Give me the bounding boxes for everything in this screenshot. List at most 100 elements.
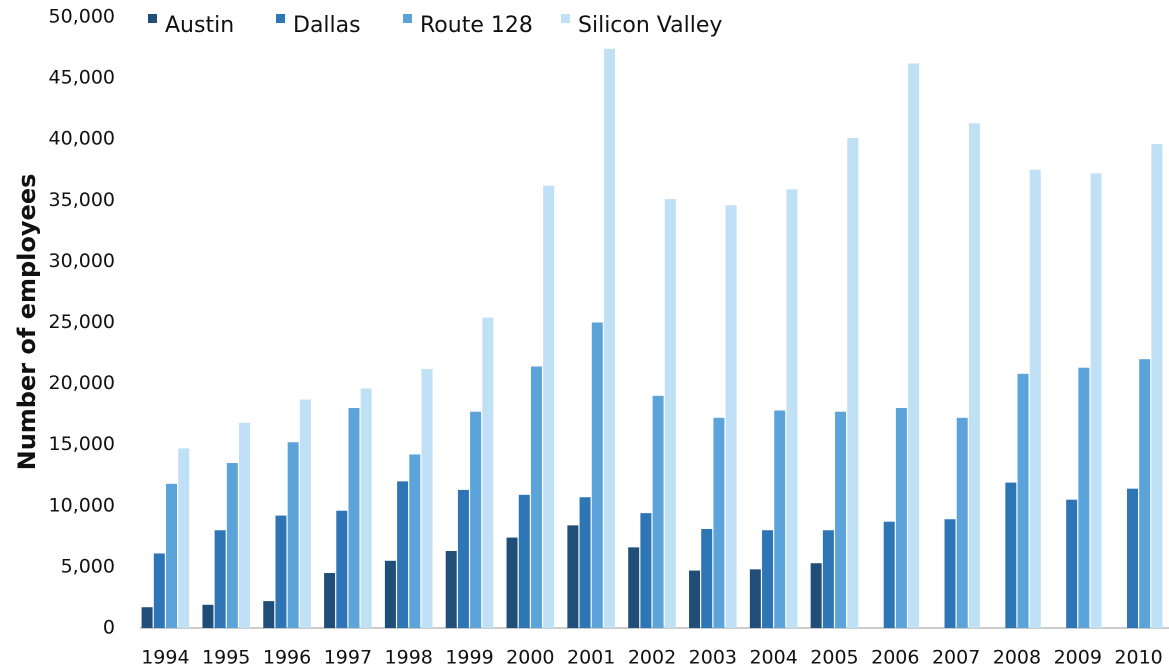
bar	[518, 494, 530, 628]
bar	[141, 607, 153, 628]
bar	[226, 463, 238, 628]
bar	[786, 189, 798, 628]
y-tick-label: 20,000	[49, 372, 115, 394]
bar	[153, 553, 165, 628]
bar	[774, 410, 786, 628]
x-tick-label: 2010	[1114, 647, 1162, 668]
y-tick-label: 5,000	[61, 555, 115, 577]
bar	[239, 422, 251, 628]
bar	[166, 483, 178, 628]
bar	[628, 547, 640, 628]
bar	[178, 448, 190, 628]
legend-swatch	[403, 14, 412, 23]
legend-label: Dallas	[293, 13, 361, 38]
legend-label: Route 128	[420, 13, 533, 38]
y-tick-label: 30,000	[49, 250, 115, 272]
bar	[713, 417, 725, 628]
bar	[287, 442, 299, 628]
bar	[336, 510, 348, 628]
bar	[409, 454, 421, 628]
bar	[530, 366, 542, 628]
bar	[762, 530, 774, 628]
bar	[944, 519, 956, 628]
x-tick-label: 2006	[871, 647, 919, 668]
bar	[275, 515, 287, 628]
legend-label: Austin	[165, 13, 234, 38]
bar	[1078, 367, 1090, 628]
bar	[652, 395, 664, 628]
bar	[895, 408, 907, 628]
bar	[664, 199, 676, 628]
y-tick-label: 50,000	[49, 6, 115, 28]
bar	[640, 513, 652, 628]
x-tick-label: 2003	[689, 647, 737, 668]
bar	[1139, 359, 1151, 628]
bar	[701, 529, 713, 628]
legend-swatch	[148, 14, 157, 23]
bar	[214, 530, 226, 628]
x-tick-label: 2002	[628, 647, 676, 668]
x-tick-label: 1995	[202, 647, 250, 668]
bar	[725, 205, 737, 629]
bar	[1126, 488, 1138, 628]
x-tick-label: 2005	[810, 647, 858, 668]
bar	[421, 368, 433, 628]
bar	[470, 411, 482, 628]
y-tick-label: 40,000	[49, 128, 115, 150]
y-tick-label: 15,000	[49, 433, 115, 455]
bar	[397, 481, 409, 628]
y-axis-label: Number of employees	[13, 174, 41, 471]
bar	[299, 399, 311, 628]
x-tick-label: 1996	[263, 647, 311, 668]
bar	[360, 388, 372, 628]
legend-swatch	[561, 14, 570, 23]
bar	[1005, 482, 1017, 628]
bar	[457, 489, 469, 628]
legend-swatch	[276, 14, 285, 23]
bar	[883, 521, 895, 628]
bar	[1017, 373, 1029, 628]
bar	[445, 551, 457, 628]
legend-label: Silicon Valley	[578, 13, 722, 38]
y-tick-label: 25,000	[49, 311, 115, 333]
bar	[749, 569, 761, 628]
x-tick-label: 1998	[385, 647, 433, 668]
bar	[1090, 173, 1102, 628]
bar	[506, 537, 518, 628]
bar	[579, 497, 591, 628]
bar	[835, 411, 847, 628]
bar	[202, 604, 214, 628]
x-tick-label: 2008	[993, 647, 1041, 668]
bar	[384, 560, 396, 628]
bar	[1066, 499, 1078, 628]
bar	[348, 408, 360, 628]
bar	[847, 137, 859, 628]
x-tick-label: 2007	[932, 647, 980, 668]
x-tick-label: 1999	[445, 647, 493, 668]
x-tick-label: 1997	[324, 647, 372, 668]
bar	[1151, 144, 1163, 628]
bar	[1029, 169, 1041, 628]
x-tick-label: 2000	[506, 647, 554, 668]
bar	[567, 525, 579, 628]
bar	[482, 317, 494, 628]
y-tick-label: 0	[103, 617, 115, 639]
bar	[968, 123, 980, 629]
x-tick-label: 2009	[1054, 647, 1102, 668]
bar	[908, 63, 920, 629]
bar	[603, 48, 615, 629]
bar	[822, 530, 834, 628]
bar	[263, 601, 275, 628]
y-tick-label: 35,000	[49, 189, 115, 211]
bar	[591, 322, 603, 628]
y-tick-label: 45,000	[49, 67, 115, 89]
bar	[689, 570, 701, 628]
x-tick-label: 2001	[567, 647, 615, 668]
y-tick-label: 10,000	[49, 494, 115, 516]
x-tick-label: 1994	[141, 647, 189, 668]
bar	[956, 417, 968, 628]
bar	[324, 573, 336, 628]
bar	[810, 563, 822, 628]
x-tick-label: 2004	[749, 647, 797, 668]
